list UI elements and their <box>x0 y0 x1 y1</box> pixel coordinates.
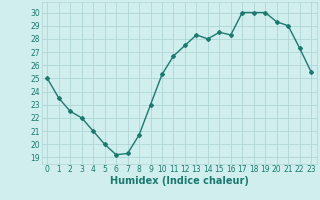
X-axis label: Humidex (Indice chaleur): Humidex (Indice chaleur) <box>110 176 249 186</box>
